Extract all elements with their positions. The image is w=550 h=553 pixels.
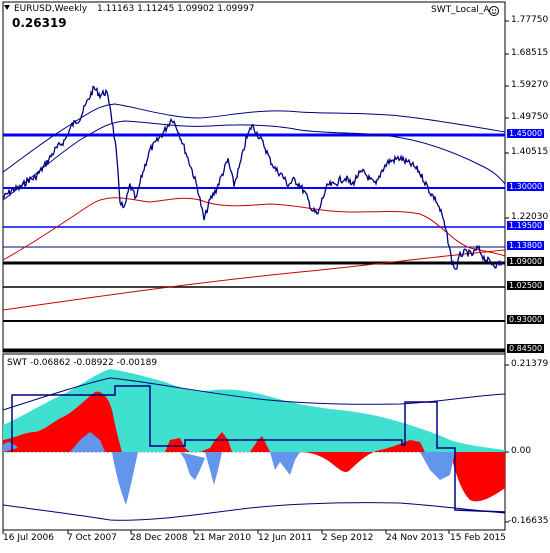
price-series xyxy=(2,85,503,271)
price-label: 1.77750 xyxy=(511,15,549,25)
time-label: 28 Dec 2008 xyxy=(130,533,188,543)
ohlc-values: 1.11163 1.11245 1.09902 1.09997 xyxy=(97,4,255,14)
time-label: 2 Sep 2012 xyxy=(322,533,374,543)
price-label: 1.49750 xyxy=(511,112,549,122)
level-label: 1.30000 xyxy=(507,182,545,191)
price-label: 1.59270 xyxy=(511,80,549,90)
slow-moving-average xyxy=(2,249,506,311)
price-axis xyxy=(505,20,509,523)
upper-envelope-line xyxy=(2,103,506,173)
time-label: 7 Oct 2007 xyxy=(67,533,117,543)
sub-axis-label: 0.00 xyxy=(511,446,532,456)
level-lines xyxy=(3,133,505,352)
step-box-line xyxy=(11,385,506,513)
time-axis-ticks xyxy=(2,530,450,534)
sub-upper-envelope xyxy=(2,377,506,411)
time-label: 12 Jun 2011 xyxy=(258,533,313,543)
time-label: 24 Nov 2013 xyxy=(386,533,444,543)
level-label: 0.84500 xyxy=(507,344,545,353)
down-arrow-icon[interactable] xyxy=(4,5,10,10)
level-label: 0.93000 xyxy=(507,315,545,324)
lower-envelope-line xyxy=(2,120,506,201)
sub-axis-label: 0.21379 xyxy=(511,359,549,369)
time-label: 15 Feb 2015 xyxy=(450,533,507,543)
price-label: 1.40515 xyxy=(511,147,549,157)
sub-lower-envelope xyxy=(2,502,506,521)
time-label: 21 Mar 2010 xyxy=(194,533,252,543)
indicator-label: SWT_Local_A xyxy=(431,5,490,15)
symbol-label: EURUSD,Weekly xyxy=(14,4,88,14)
sub-axis-label: -0.16635 xyxy=(508,516,549,526)
level-label: 1.02500 xyxy=(507,281,545,290)
level-label: 1.13800 xyxy=(507,241,545,250)
time-label: 16 Jul 2006 xyxy=(3,533,54,543)
price-label: 1.68515 xyxy=(511,48,549,58)
level-label: 1.09000 xyxy=(507,257,545,266)
cyan-histogram-fill xyxy=(3,369,505,452)
price-label: 1.22030 xyxy=(511,212,549,222)
red-histogram-fill xyxy=(3,391,505,502)
indicator-title: SWT -0.06862 -0.08922 -0.00189 xyxy=(7,358,158,368)
big-value: 0.26319 xyxy=(12,16,67,30)
level-label: 1.19500 xyxy=(507,221,545,230)
level-label: 1.45000 xyxy=(507,129,545,138)
smiley-icon[interactable] xyxy=(489,6,499,16)
